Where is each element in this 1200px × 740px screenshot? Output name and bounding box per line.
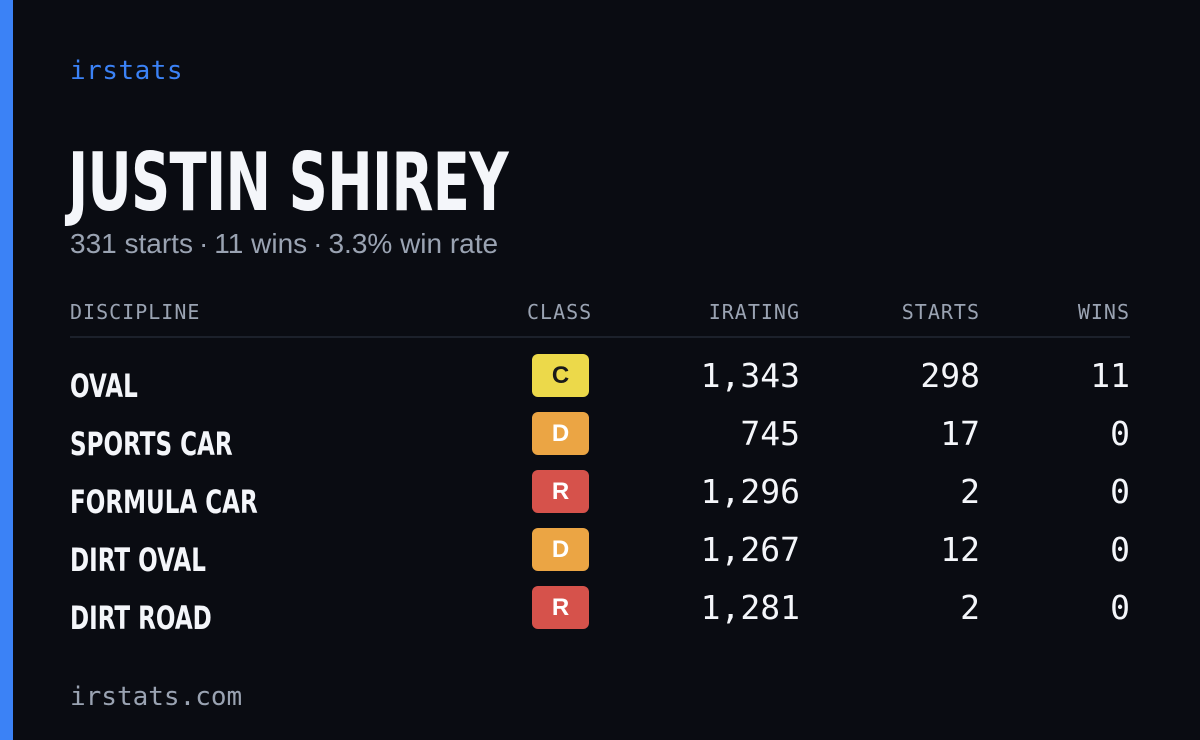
table-row: SPORTS CAR D 745 17 0 (0, 412, 1200, 470)
row-starts: 17 (940, 414, 980, 453)
header-class: CLASS (527, 300, 593, 324)
summary-wins: 11 wins (214, 228, 308, 259)
row-starts: 298 (920, 356, 980, 395)
table-row: DIRT OVAL D 1,267 12 0 (0, 528, 1200, 586)
class-badge: D (532, 528, 589, 571)
row-discipline: DIRT ROAD (70, 599, 212, 637)
header-divider (70, 336, 1130, 338)
row-irating: 1,343 (700, 356, 800, 395)
row-irating: 1,267 (700, 530, 800, 569)
brand-logo-text: irstats (70, 56, 184, 86)
row-starts: 12 (940, 530, 980, 569)
header-starts: STARTS (901, 300, 980, 324)
row-discipline: DIRT OVAL (70, 541, 206, 579)
summary-win-rate: 3.3% win rate (328, 228, 499, 259)
header-wins: WINS (1077, 300, 1130, 324)
table-row: OVAL C 1,343 298 11 (0, 354, 1200, 412)
summary-starts: 331 starts (70, 228, 193, 259)
row-irating: 1,281 (700, 588, 800, 627)
summary-separator: · (313, 228, 323, 259)
header-irating: IRATING (708, 300, 800, 324)
accent-bar (0, 0, 13, 740)
row-starts: 2 (960, 588, 980, 627)
row-discipline: OVAL (70, 367, 138, 405)
row-irating: 1,296 (700, 472, 800, 511)
row-irating: 745 (740, 414, 800, 453)
class-badge: R (532, 586, 589, 629)
summary-separator: · (198, 228, 209, 259)
row-discipline: SPORTS CAR (70, 425, 233, 463)
class-badge: R (532, 470, 589, 513)
footer-url: irstats.com (70, 682, 243, 712)
row-wins: 0 (1110, 472, 1130, 511)
class-badge: D (532, 412, 589, 455)
table-row: DIRT ROAD R 1,281 2 0 (0, 586, 1200, 644)
row-wins: 11 (1090, 356, 1130, 395)
row-wins: 0 (1110, 530, 1130, 569)
class-badge: C (532, 354, 589, 397)
row-wins: 0 (1110, 588, 1130, 627)
row-starts: 2 (960, 472, 980, 511)
row-discipline: FORMULA CAR (70, 483, 258, 521)
header-discipline: DISCIPLINE (70, 300, 201, 324)
driver-summary: 331 starts · 11 wins · 3.3% win rate (70, 228, 498, 260)
driver-name: JUSTIN SHIREY (68, 136, 509, 229)
table-row: FORMULA CAR R 1,296 2 0 (0, 470, 1200, 528)
row-wins: 0 (1110, 414, 1130, 453)
